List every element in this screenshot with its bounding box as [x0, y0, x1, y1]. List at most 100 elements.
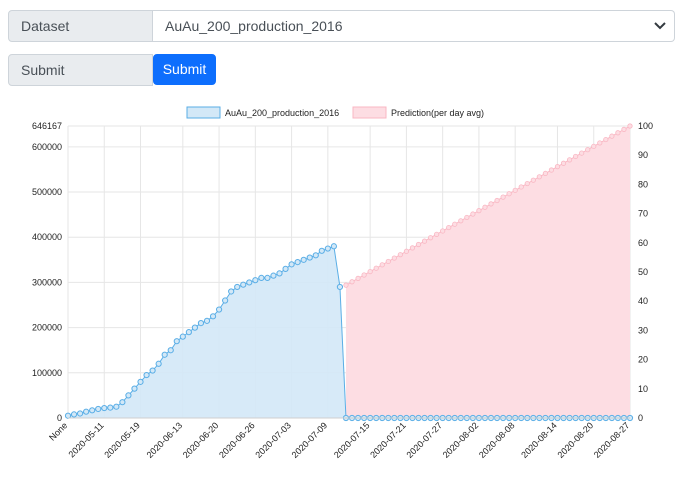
series-point — [179, 333, 186, 340]
prediction-point — [403, 248, 410, 254]
y-left-tick-label: 200000 — [32, 323, 62, 333]
prediction-point — [488, 201, 494, 207]
y-right-tick-label: 90 — [638, 150, 648, 160]
x-tick-label: 2020-08-27 — [592, 420, 632, 460]
prediction-point — [464, 214, 470, 221]
prediction-point — [367, 268, 373, 275]
series-point — [300, 256, 307, 263]
x-tick-label: None — [47, 420, 69, 442]
series-point — [113, 403, 120, 410]
prediction-point — [409, 245, 416, 251]
prediction-point — [421, 238, 428, 244]
series-point — [155, 360, 162, 367]
series-point — [203, 317, 211, 324]
series-point — [107, 404, 114, 411]
prediction-point — [560, 160, 567, 166]
prediction-point — [440, 228, 446, 234]
series-point — [288, 261, 295, 268]
prediction-area — [345, 126, 630, 418]
dataset-label: Dataset — [8, 10, 153, 42]
x-tick-label: 2020-07-09 — [290, 420, 330, 460]
y-right-tick-label: 20 — [638, 355, 648, 365]
prediction-point — [603, 136, 609, 143]
prediction-point — [391, 255, 397, 261]
prediction-point — [573, 153, 579, 160]
prediction-point — [446, 224, 452, 231]
submit-button[interactable]: Submit — [153, 54, 216, 85]
prediction-point — [621, 126, 627, 132]
prediction-point — [494, 197, 500, 204]
prediction-point — [470, 211, 476, 217]
series-point — [173, 338, 180, 345]
series-point — [89, 407, 96, 414]
series-point — [209, 313, 217, 320]
chevron-down-icon — [654, 22, 666, 30]
series-point — [137, 378, 144, 385]
x-tick-label: 2020-07-21 — [368, 420, 408, 460]
prediction-point — [597, 140, 603, 146]
prediction-point — [349, 279, 355, 285]
series-point — [312, 252, 319, 259]
prediction-point — [566, 157, 573, 163]
y-left-tick-label: 646167 — [32, 121, 62, 131]
prediction-point — [397, 252, 403, 258]
y-left-tick-label: 500000 — [32, 187, 62, 197]
series-point — [215, 306, 223, 313]
series-point — [270, 272, 277, 279]
prediction-point — [500, 194, 506, 200]
prediction-point — [343, 282, 349, 288]
x-tick-label: 2020-06-20 — [181, 420, 221, 460]
series-point — [197, 320, 205, 327]
x-tick-label: 2020-08-20 — [556, 420, 596, 460]
legend-swatch-series — [186, 106, 221, 119]
series-point — [76, 410, 84, 417]
y-right-tick-label: 50 — [638, 267, 648, 277]
prediction-point — [530, 177, 536, 183]
series-point — [240, 281, 247, 288]
series-point — [119, 399, 126, 406]
x-tick-label: 2020-05-19 — [102, 420, 142, 460]
y-right-tick-label: 80 — [638, 179, 648, 189]
submit-row: Submit Submit — [8, 54, 216, 86]
prediction-point — [579, 150, 585, 156]
x-tick-label: 2020-07-15 — [332, 420, 372, 460]
y-right-tick-label: 100 — [638, 121, 653, 131]
prediction-point — [542, 170, 548, 177]
x-tick-label: 2020-07-27 — [404, 420, 444, 460]
prediction-point — [415, 241, 422, 248]
series-point — [318, 247, 325, 254]
y-left-tick-label: 100000 — [32, 368, 62, 378]
prediction-point — [458, 218, 464, 224]
series-area — [68, 246, 630, 418]
prediction-point — [379, 262, 385, 268]
y-right-tick-label: 40 — [638, 296, 648, 306]
series-point — [336, 283, 344, 291]
prediction-point — [476, 208, 482, 214]
prediction-point — [452, 221, 458, 227]
submit-input[interactable]: Submit — [8, 54, 153, 86]
series-point — [246, 279, 253, 286]
x-tick-label: 2020-08-08 — [477, 420, 517, 460]
series-point — [95, 405, 102, 413]
series-point — [324, 245, 331, 252]
y-right-tick-label: 0 — [638, 413, 643, 423]
prediction-point — [427, 235, 434, 241]
y-right-tick-label: 10 — [638, 384, 648, 394]
series-point — [228, 288, 235, 295]
legend-swatch-prediction — [352, 106, 387, 119]
series-point — [70, 411, 78, 418]
y-left-tick-label: 400000 — [32, 232, 62, 242]
series-point — [131, 385, 138, 392]
prediction-point — [609, 133, 615, 139]
y-left-tick-label: 0 — [57, 413, 62, 423]
series-point — [167, 347, 174, 354]
y-left-tick-label: 300000 — [32, 277, 62, 287]
prediction-point — [482, 204, 488, 210]
legend-label-prediction: Prediction(per day avg) — [391, 108, 484, 118]
dataset-select[interactable]: AuAu_200_production_2016 — [153, 10, 675, 42]
x-tick-label: 2020-06-26 — [217, 420, 257, 460]
series-point — [306, 254, 313, 261]
series-point — [161, 351, 168, 358]
series-point — [222, 297, 229, 304]
